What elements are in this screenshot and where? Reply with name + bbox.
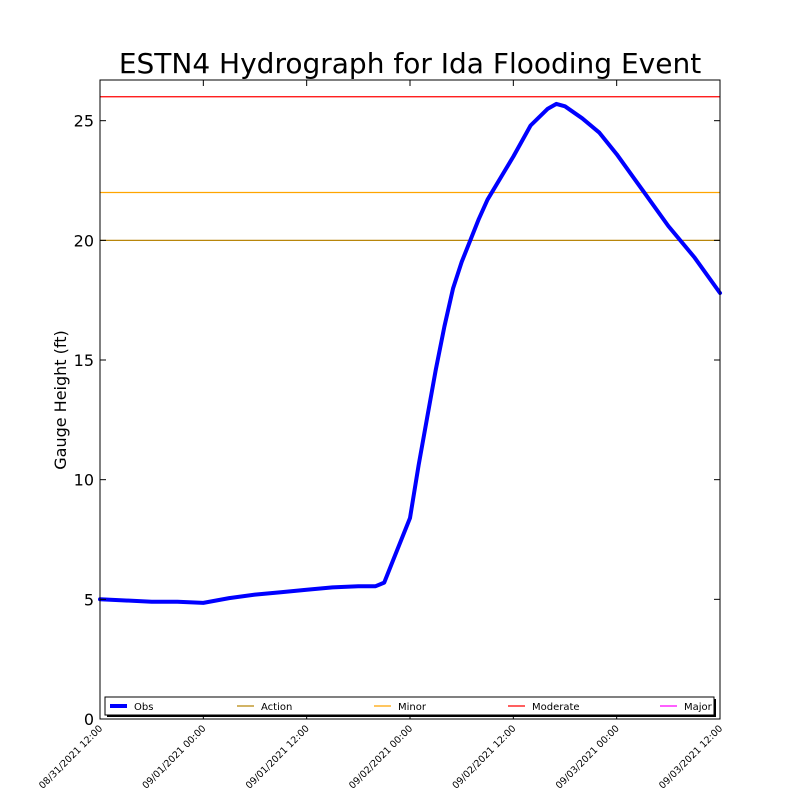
plot-area: 0 5 10 15 20 25 08/31/2021 12:00 09/01/2021 00:…	[37, 79, 725, 791]
legend-label-moderate: Moderate	[532, 702, 580, 713]
legend-box	[104, 696, 715, 716]
x-tick-label: 09/02/2021 12:00	[450, 723, 518, 791]
legend-label-obs: Obs	[134, 702, 153, 713]
series-line-obs	[98, 101, 722, 605]
y-tick-label: 10	[74, 471, 94, 490]
x-tick-label: 09/01/2021 00:00	[140, 723, 208, 791]
legend-label-action: Action	[261, 702, 292, 713]
plot-frame	[99, 79, 721, 720]
y-tick-label: 20	[74, 231, 94, 250]
y-axis-label: Gauge Height (ft)	[51, 330, 70, 470]
chart-title: ESTN4 Hydrograph for Ida Flooding Event	[119, 47, 701, 80]
y-tick-label: 0	[84, 710, 94, 729]
legend-label-major: Major	[684, 702, 713, 713]
x-tick-label: 09/03/2021 12:00	[657, 723, 725, 791]
x-tick-label: 09/03/2021 00:00	[554, 723, 622, 791]
x-tick-label: 09/01/2021 12:00	[244, 723, 312, 791]
x-tick-label: 08/31/2021 12:00	[37, 723, 105, 791]
x-tick-label: 09/02/2021 00:00	[347, 723, 415, 791]
y-tick-label: 25	[74, 112, 94, 131]
y-tick-label: 15	[74, 351, 94, 370]
y-tick-label: 5	[84, 590, 94, 609]
legend-label-minor: Minor	[398, 702, 427, 713]
